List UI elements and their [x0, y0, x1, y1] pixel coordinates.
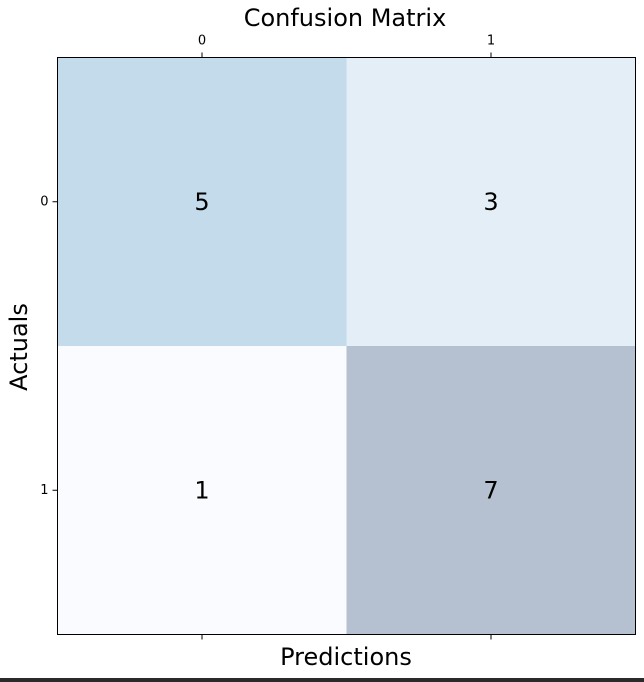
y-axis-label: Actuals — [5, 303, 33, 391]
cell-value-r1-c1: 7 — [483, 476, 498, 504]
heatmap-cells — [57, 57, 636, 635]
bottom-border — [0, 678, 644, 682]
x-axis-label: Predictions — [280, 643, 412, 671]
cell-value-r0-c1: 3 — [483, 188, 498, 216]
cell-value-r1-c0: 1 — [194, 476, 209, 504]
heatmap-cell-labels: 5 3 1 7 — [194, 188, 498, 505]
plot-frame — [57, 57, 636, 635]
chart-title: Confusion Matrix — [244, 4, 447, 32]
x-tick-label-0: 0 — [198, 34, 206, 49]
y-tick-label-1: 1 — [40, 483, 48, 498]
x-tick-label-1: 1 — [487, 34, 495, 49]
heatmap-cell-r0-c1 — [346, 57, 636, 346]
heatmap-cell-r1-c1 — [346, 346, 636, 635]
cell-value-r0-c0: 5 — [194, 188, 209, 216]
y-tick-label-0: 0 — [40, 194, 48, 209]
heatmap-cell-r1-c0 — [57, 346, 347, 635]
heatmap-cell-r0-c0 — [57, 57, 347, 346]
axis-ticks: 0 1 0 1 — [40, 34, 495, 640]
